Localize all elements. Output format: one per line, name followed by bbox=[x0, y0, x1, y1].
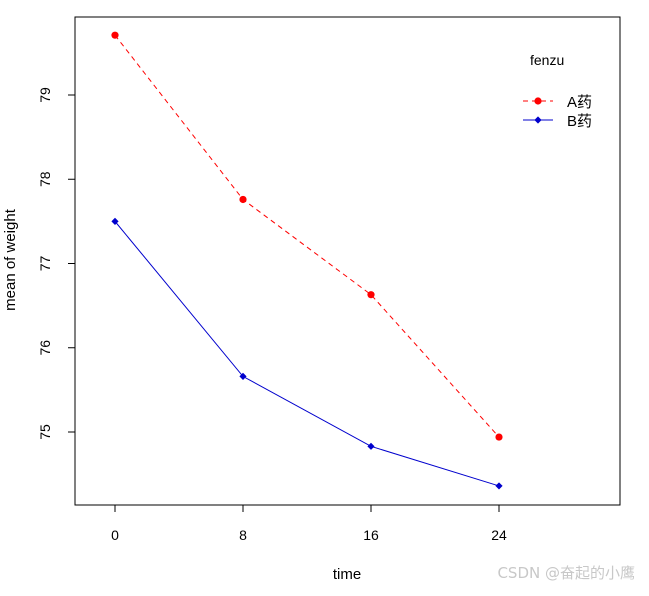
plot-frame bbox=[74, 16, 621, 506]
data-point bbox=[367, 291, 375, 299]
watermark: CSDN @奋起的小鹰 bbox=[497, 564, 635, 582]
series-1 bbox=[111, 31, 503, 441]
legend-label: B药 bbox=[567, 113, 592, 130]
y-tick-label: 79 bbox=[37, 87, 53, 103]
x-tick-label: 16 bbox=[363, 527, 379, 543]
x-tick-label: 0 bbox=[111, 527, 119, 543]
legend-item: A药 bbox=[523, 94, 592, 111]
legend: fenzu A药 B药 bbox=[523, 52, 592, 130]
data-point bbox=[367, 442, 375, 450]
legend-title: fenzu bbox=[530, 52, 564, 68]
y-tick-label: 77 bbox=[37, 256, 53, 272]
y-tick-label: 76 bbox=[37, 340, 53, 356]
legend-marker bbox=[534, 116, 542, 124]
series-line bbox=[114, 34, 500, 438]
y-axis: 75 76 77 78 79 bbox=[37, 87, 75, 440]
data-point bbox=[111, 217, 119, 225]
x-axis-label: time bbox=[333, 566, 361, 583]
data-point bbox=[495, 482, 503, 490]
data-point bbox=[111, 31, 119, 39]
x-tick-label: 24 bbox=[491, 527, 507, 543]
data-point bbox=[495, 433, 503, 441]
y-tick-label: 75 bbox=[37, 424, 53, 440]
data-point bbox=[239, 372, 247, 380]
x-axis: 0 8 16 24 bbox=[111, 505, 507, 543]
legend-item: B药 bbox=[523, 113, 592, 130]
x-tick-label: 8 bbox=[239, 527, 247, 543]
legend-label: A药 bbox=[567, 94, 592, 111]
legend-marker bbox=[534, 97, 542, 105]
series-2 bbox=[111, 217, 503, 490]
series-line bbox=[114, 221, 500, 487]
y-axis-label: mean of weight bbox=[2, 208, 19, 311]
data-point bbox=[239, 195, 247, 204]
y-tick-label: 78 bbox=[37, 171, 53, 187]
series-layer bbox=[111, 31, 503, 490]
